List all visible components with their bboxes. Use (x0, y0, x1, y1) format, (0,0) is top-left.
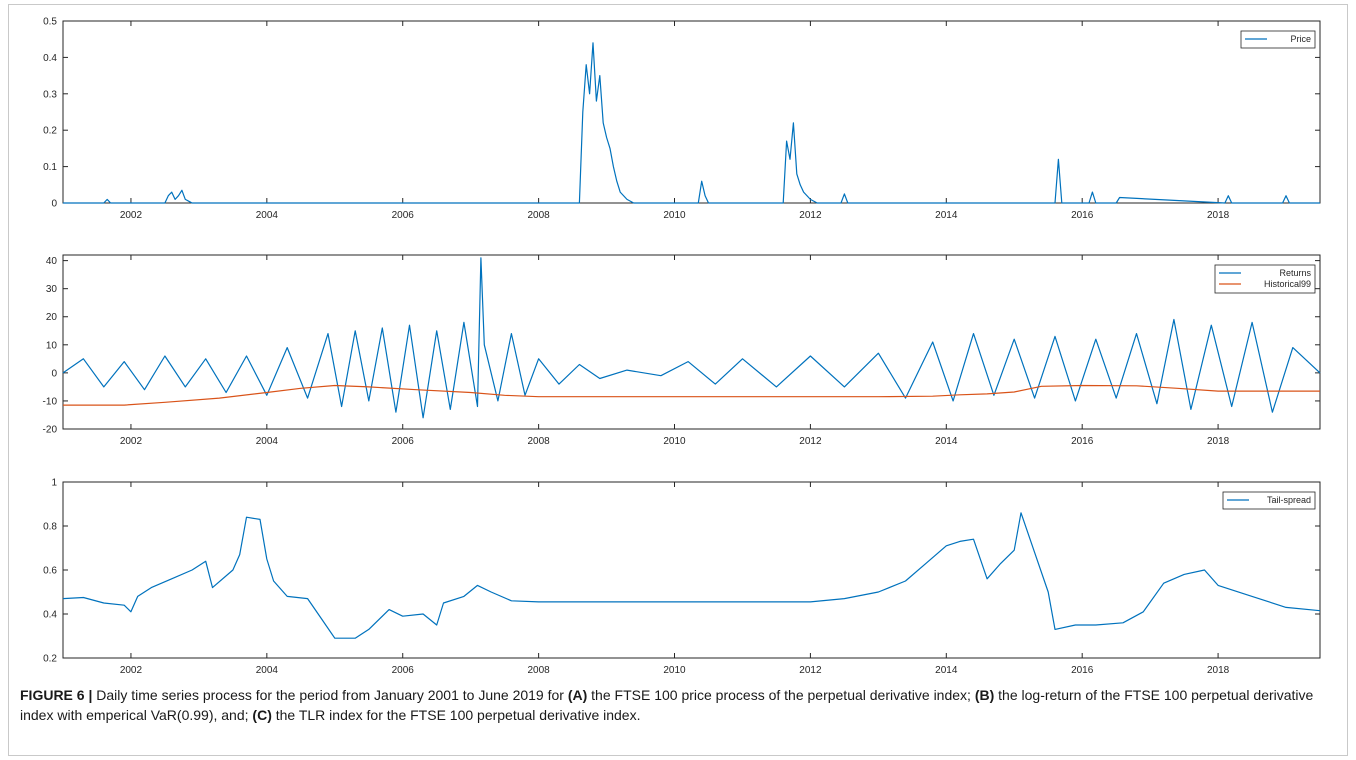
y-tick-label: 0.6 (43, 566, 57, 577)
x-tick-label: 2002 (120, 210, 143, 221)
figure-frame (8, 4, 1348, 756)
x-tick-label: 2012 (799, 436, 822, 447)
caption-figure-label: FIGURE 6 | (20, 687, 93, 703)
y-tick-label: 0.2 (43, 126, 57, 137)
caption-label-c: (C) (252, 707, 272, 723)
y-tick-label: 0.8 (43, 522, 57, 533)
plot-area (62, 20, 1321, 204)
y-tick-label: 40 (46, 256, 58, 267)
plot-area (62, 481, 1321, 659)
chart-panel-b: -20 -10 0 10 20 30 40 2002 2004 2006 2008 2010 2012 2… (43, 254, 1321, 447)
y-tick-label: 0.3 (43, 89, 57, 100)
legend-box (1240, 30, 1316, 49)
y-tick-label: 0.4 (43, 53, 57, 64)
x-tick-label: 2016 (1071, 665, 1094, 676)
x-tick-label: 2004 (256, 436, 279, 447)
legend-box (1214, 264, 1316, 294)
x-tick-label: 2002 (120, 436, 143, 447)
chart-panel-a: 0 0.1 0.2 0.3 0.4 0.5 2002 2004 2006 2008 2010 2012… (43, 17, 1321, 221)
x-tick-label: 2008 (527, 665, 550, 676)
series-line-returns (62, 257, 1321, 419)
figure-caption: FIGURE 6 | Daily time series process for… (20, 685, 1336, 725)
y-tick-label: 30 (46, 284, 58, 295)
x-tick-label: 2018 (1207, 436, 1230, 447)
x-tick-label: 2012 (799, 210, 822, 221)
x-tick-label: 2008 (527, 436, 550, 447)
x-tick-label: 2016 (1071, 436, 1094, 447)
caption-text-2: the FTSE 100 price process of the perpet… (587, 687, 975, 703)
y-tick-label: -20 (43, 425, 58, 436)
x-tick-label: 2014 (935, 210, 958, 221)
caption-text-4: the TLR index for the FTSE 100 perpetual… (271, 707, 641, 723)
x-tick-label: 2004 (256, 665, 279, 676)
x-tick-label: 2006 (392, 210, 415, 221)
caption-label-a: (A) (567, 687, 588, 703)
y-tick-label: 0 (51, 368, 57, 379)
y-tick-label: 0.2 (43, 654, 57, 665)
series-line-historical99 (63, 384, 1320, 406)
y-tick-label: 20 (46, 312, 58, 323)
x-tick-label: 2010 (663, 665, 686, 676)
legend-label: Price (1290, 34, 1311, 44)
y-tick-label: 1 (51, 478, 57, 489)
x-tick-label: 2008 (527, 210, 550, 221)
x-tick-label: 2010 (663, 436, 686, 447)
y-tick-label: 0.1 (43, 162, 57, 173)
series-line-tail-spread (62, 512, 1321, 639)
x-tick-label: 2014 (935, 436, 958, 447)
x-tick-label: 2004 (256, 210, 279, 221)
y-tick-label: 0 (51, 199, 57, 210)
y-tick-label: -10 (43, 396, 58, 407)
x-tick-label: 2016 (1071, 210, 1094, 221)
x-tick-label: 2010 (663, 210, 686, 221)
legend-box (1222, 491, 1316, 510)
x-tick-label: 2018 (1207, 665, 1230, 676)
chart-panel-c: 0.2 0.4 0.6 0.8 1 2002 2004 2006 2008 2010 2012 201… (43, 478, 1321, 676)
y-tick-label: 10 (46, 340, 58, 351)
caption-label-b: (B) (974, 687, 995, 703)
x-tick-label: 2018 (1207, 210, 1230, 221)
legend-label: Tail-spread (1267, 495, 1311, 505)
legend-label: Returns (1279, 268, 1311, 278)
x-tick-label: 2006 (392, 665, 415, 676)
caption-text-1: Daily time series process for the period… (92, 687, 568, 703)
plot-area (62, 254, 1321, 430)
y-tick-label: 0.4 (43, 610, 57, 621)
x-tick-label: 2006 (392, 436, 415, 447)
x-tick-label: 2014 (935, 665, 958, 676)
legend-label: Historical99 (1264, 279, 1311, 289)
x-tick-label: 2002 (120, 665, 143, 676)
caption-text-3: the log-return of the FTSE 100 perpetual… (20, 687, 1314, 723)
y-tick-label: 0.5 (43, 17, 57, 28)
series-line-price (63, 42, 1320, 204)
x-tick-label: 2012 (799, 665, 822, 676)
